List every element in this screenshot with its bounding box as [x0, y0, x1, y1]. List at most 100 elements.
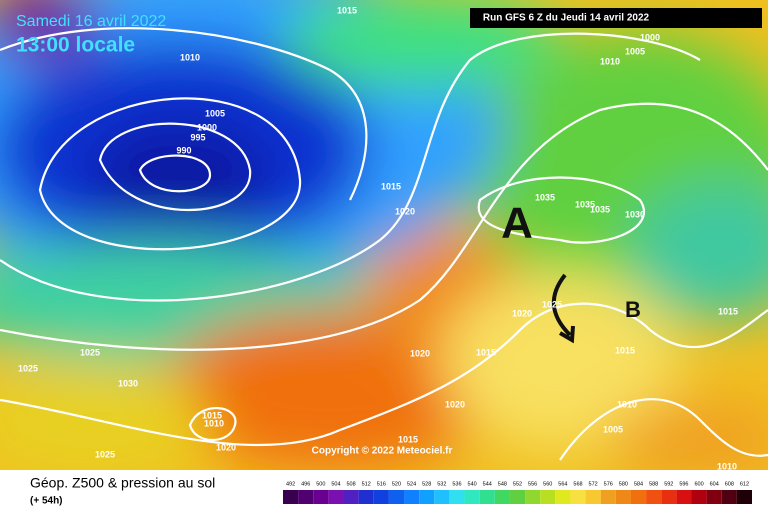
- pressure-label: 1020: [216, 442, 236, 452]
- scale-label: 492: [286, 481, 295, 487]
- pressure-label: 1020: [445, 399, 465, 409]
- scale-label: 608: [725, 481, 734, 487]
- scale-swatch: [736, 490, 752, 504]
- pressure-label: 1000: [640, 32, 660, 42]
- scale-swatch: [328, 490, 344, 504]
- pressure-label: 1010: [180, 52, 200, 62]
- pressure-label: 995: [190, 132, 205, 142]
- pressure-label: 1025: [18, 363, 38, 373]
- pressure-label: 1015: [398, 434, 418, 444]
- scale-label: 512: [362, 481, 371, 487]
- scale-label: 560: [543, 481, 552, 487]
- pressure-label: 1015: [476, 347, 496, 357]
- pressure-label: 1025: [542, 299, 562, 309]
- scale-swatch: [419, 490, 435, 504]
- scale-swatch: [525, 490, 541, 504]
- scale-swatch: [283, 490, 299, 504]
- scale-swatch: [540, 490, 556, 504]
- scale-label: 504: [331, 481, 340, 487]
- pressure-label: 1030: [118, 378, 138, 388]
- pressure-label: 1010: [204, 418, 224, 428]
- scale-swatch: [298, 490, 314, 504]
- scale-label: 572: [589, 481, 598, 487]
- scale-label: 552: [513, 481, 522, 487]
- scale-label: 556: [528, 481, 537, 487]
- legend-subtitle: (+ 54h): [30, 496, 63, 507]
- scale-label: 596: [679, 481, 688, 487]
- pressure-label: 1015: [381, 181, 401, 191]
- scale-swatch: [358, 490, 374, 504]
- pressure-label: 1035: [590, 204, 610, 214]
- scale-label: 544: [483, 481, 492, 487]
- pressure-labels: 1015100010051010101010051000995990101510…: [18, 5, 738, 471]
- scale-swatch: [691, 490, 707, 504]
- scale-label: 600: [694, 481, 703, 487]
- pressure-label: 1000: [197, 122, 217, 132]
- movement-arrow: [551, 273, 575, 344]
- scale-label: 588: [649, 481, 658, 487]
- scale-swatch: [494, 490, 510, 504]
- scale-swatch: [585, 490, 601, 504]
- pressure-label: 990: [176, 145, 191, 155]
- scale-label: 576: [604, 481, 613, 487]
- pressure-label: 1005: [603, 424, 623, 434]
- pressure-label: 1015: [202, 410, 222, 420]
- scale-swatch: [615, 490, 631, 504]
- scale-label: 568: [573, 481, 582, 487]
- scale-label: 532: [437, 481, 446, 487]
- pressure-label: 1005: [625, 46, 645, 56]
- scale-swatch: [404, 490, 420, 504]
- pressure-label: 1030: [625, 209, 645, 219]
- forecast-date: Samedi 16 avril 2022: [16, 13, 166, 30]
- scale-label: 540: [468, 481, 477, 487]
- scale-swatch: [661, 490, 677, 504]
- legend-title: Géop. Z500 & pression au sol: [30, 475, 215, 491]
- scale-swatch: [630, 490, 647, 504]
- scale-swatch: [706, 490, 722, 504]
- pressure-label: 1020: [410, 348, 430, 358]
- scale-swatch: [343, 490, 359, 504]
- scale-swatch: [388, 490, 405, 504]
- pressure-label: 1025: [80, 347, 100, 357]
- color-scale: 492 496 500 504 508 512 516 520 524 528 532 536 540 5…: [283, 481, 752, 504]
- scale-label: 516: [377, 481, 386, 487]
- pressure-label: 1020: [512, 308, 532, 318]
- scale-swatch: [373, 490, 389, 504]
- pressure-label: 1025: [95, 449, 115, 459]
- scale-label: 508: [346, 481, 355, 487]
- copyright: Copyright © 2022 Meteociel.fr: [312, 446, 453, 457]
- scale-swatch: [313, 490, 329, 504]
- scale-swatch: [464, 490, 480, 504]
- run-info: Run GFS 6 Z du Jeudi 14 avril 2022: [483, 13, 650, 24]
- scale-swatch: [434, 490, 450, 504]
- scale-swatch: [646, 490, 662, 504]
- scale-label: 528: [422, 481, 431, 487]
- pressure-label: 1010: [600, 56, 620, 66]
- scale-label: 500: [316, 481, 325, 487]
- scale-swatch: [479, 490, 495, 504]
- scale-label: 584: [634, 481, 643, 487]
- pressure-label: 1010: [717, 461, 737, 471]
- pressure-label: 1020: [395, 206, 415, 216]
- scale-swatch: [721, 490, 737, 504]
- scale-label: 496: [301, 481, 310, 487]
- pressure-label: 1015: [718, 306, 738, 316]
- pressure-label: 1015: [337, 5, 357, 15]
- scale-label: 524: [407, 481, 416, 487]
- high-pressure-marker: A: [501, 199, 533, 248]
- scale-label: 564: [558, 481, 567, 487]
- run-banner: [470, 8, 762, 28]
- pressure-label: 1010: [617, 399, 637, 409]
- pressure-label: 1035: [575, 199, 595, 209]
- scale-swatch: [600, 490, 616, 504]
- scale-label: 548: [498, 481, 507, 487]
- scale-label: 536: [452, 481, 461, 487]
- field-background: [0, 0, 768, 480]
- scale-swatch: [676, 490, 692, 504]
- pressure-label: 1015: [615, 345, 635, 355]
- scale-label: 592: [664, 481, 673, 487]
- isobars: [0, 27, 768, 461]
- scale-label: 604: [710, 481, 719, 487]
- scale-label: 520: [392, 481, 401, 487]
